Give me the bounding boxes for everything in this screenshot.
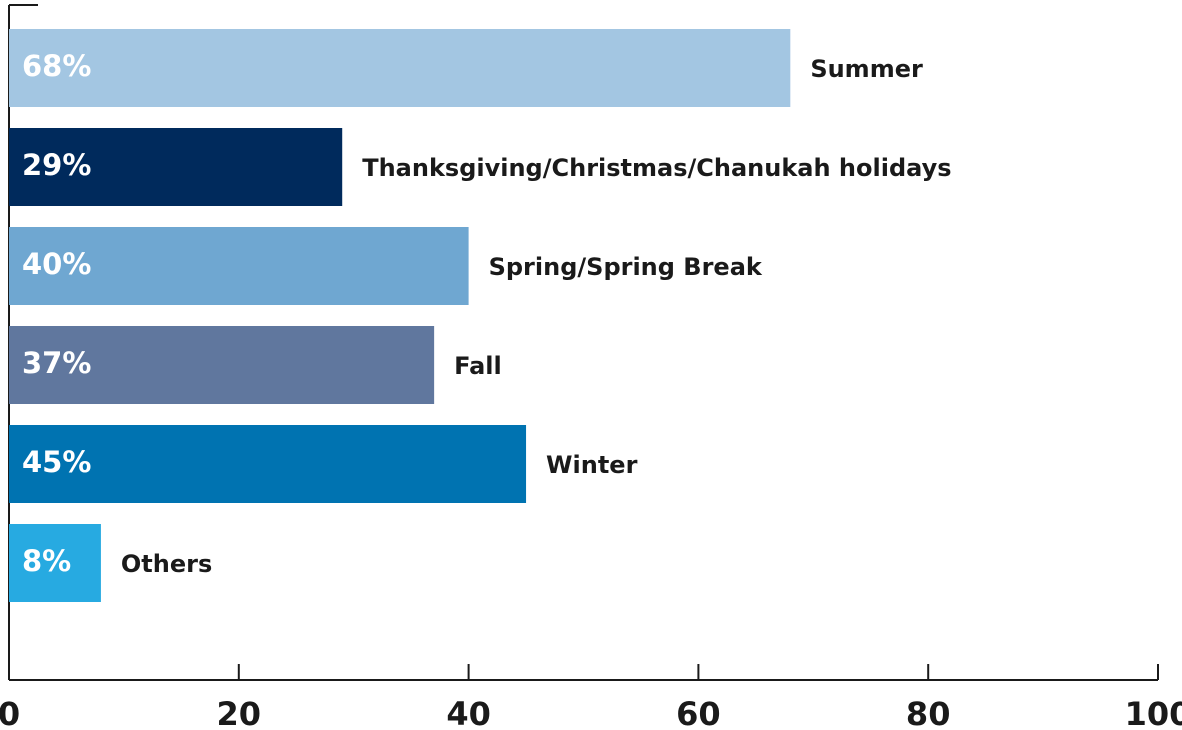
- category-label: Others: [121, 550, 212, 578]
- bar: [9, 128, 343, 206]
- category-label: Fall: [454, 352, 502, 380]
- category-label: Winter: [546, 451, 638, 479]
- x-tick-label: 0: [0, 695, 20, 730]
- value-label: 45%: [22, 445, 91, 479]
- value-label: 8%: [22, 544, 71, 578]
- category-label: Summer: [810, 55, 923, 83]
- category-label: Spring/Spring Break: [489, 253, 763, 281]
- bar: [9, 227, 469, 305]
- bar: [9, 29, 791, 107]
- x-tick-label: 60: [676, 695, 721, 730]
- bar: [9, 524, 101, 602]
- value-label: 37%: [22, 346, 91, 380]
- x-tick-label: 100: [1125, 695, 1182, 730]
- bar: [9, 326, 435, 404]
- category-label: Thanksgiving/Christmas/Chanukah holidays: [362, 154, 951, 182]
- x-tick-label: 80: [906, 695, 951, 730]
- value-label: 29%: [22, 148, 91, 182]
- bar: [9, 425, 527, 503]
- x-tick-label: 40: [446, 695, 491, 730]
- value-label: 68%: [22, 49, 91, 83]
- value-label: 40%: [22, 247, 91, 281]
- x-tick-label: 20: [217, 695, 262, 730]
